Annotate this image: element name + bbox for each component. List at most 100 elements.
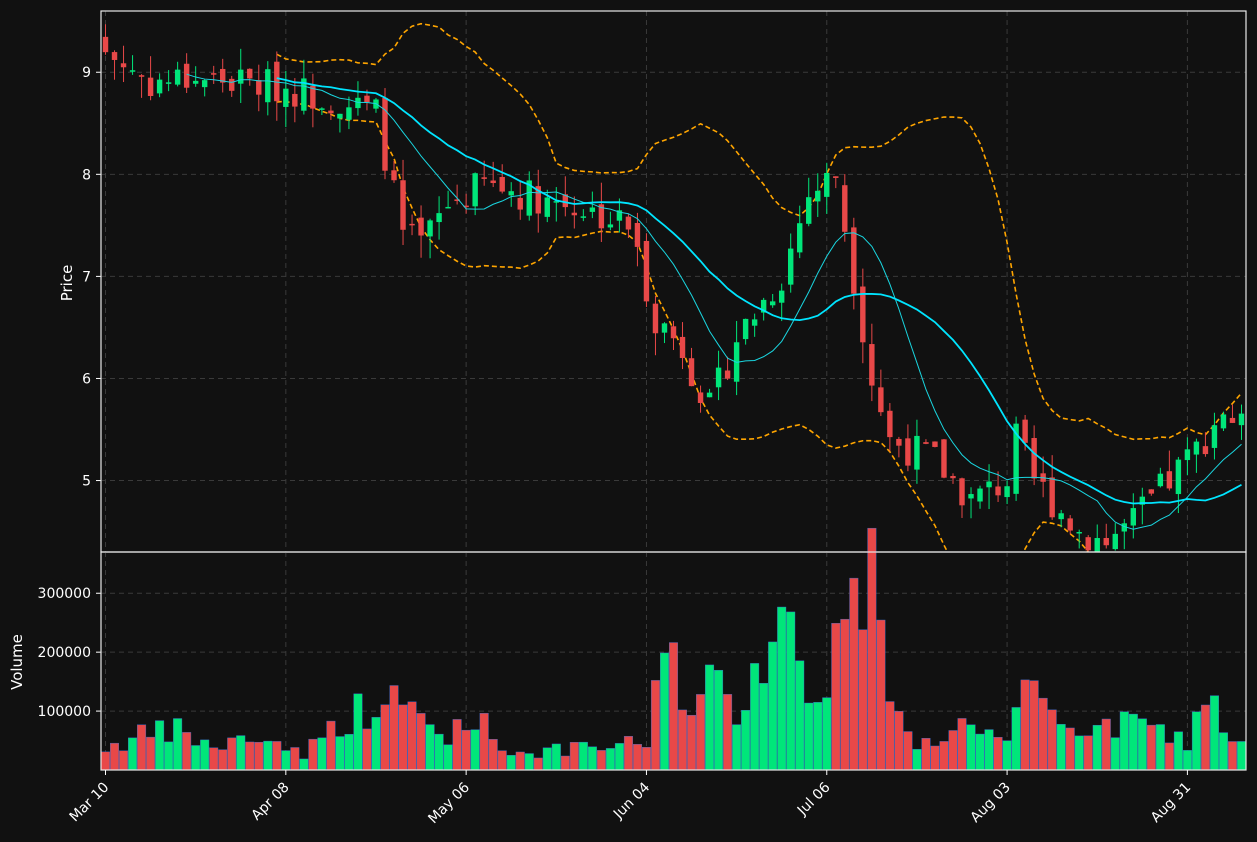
volume-bar (1200, 704, 1210, 771)
candle-body (256, 80, 262, 95)
candle-body (346, 107, 352, 120)
volume-bar (641, 747, 651, 771)
volume-bar (506, 755, 516, 771)
volume-bar (632, 744, 642, 771)
volume-bar (948, 730, 958, 771)
candle-body (364, 95, 370, 103)
candle-body (724, 370, 731, 379)
bollinger-bands (276, 22, 1243, 552)
volume-bar (1209, 695, 1219, 771)
volume-axis-label: Volume (8, 634, 26, 690)
candle-body (1166, 471, 1173, 489)
candle-body (1175, 459, 1182, 495)
candle-body (328, 110, 334, 114)
volume-bar (687, 714, 697, 771)
volume-bar (614, 743, 624, 771)
candle-body (472, 173, 478, 207)
candle-body (409, 223, 415, 226)
volume-bar (110, 742, 120, 771)
price-tick-label: 6 (82, 371, 91, 387)
volume-bar (1119, 711, 1129, 771)
volume-tick-label: 200000 (38, 645, 91, 661)
candle-body (797, 223, 803, 253)
candle-body (120, 63, 127, 68)
candle-body (824, 172, 830, 197)
candle-body (391, 170, 397, 181)
volume-bar (344, 734, 354, 771)
candle-body (634, 222, 641, 247)
volume-bar (551, 743, 561, 771)
volume-bar (434, 733, 444, 771)
candle-body (301, 78, 307, 111)
candle-body (229, 78, 235, 91)
volume-bar (1056, 724, 1066, 771)
candle-body (544, 197, 550, 217)
candle-body (174, 69, 181, 85)
price-tick-label: 5 (82, 474, 91, 490)
candle-body (1004, 486, 1010, 498)
candle-body (697, 392, 704, 403)
volume-bar (488, 739, 498, 771)
volume-bar (317, 737, 327, 771)
volume-bar (966, 724, 976, 771)
candle-body (941, 439, 947, 478)
volume-bar (975, 733, 985, 771)
candle-body (995, 486, 1001, 496)
volume-bar (669, 642, 678, 771)
volume-bar (1083, 735, 1093, 771)
volume-bar (479, 713, 489, 771)
volume-bar (308, 738, 318, 771)
volume-bar (191, 745, 201, 771)
candle-body (788, 248, 794, 285)
volume-bar (515, 751, 525, 771)
volume-bar (1020, 679, 1030, 771)
candle-body (715, 367, 722, 388)
candle-body (111, 52, 118, 60)
candle-body (923, 442, 929, 444)
volume-bar (822, 697, 832, 771)
volume-bar (696, 694, 706, 771)
candle-body (535, 186, 541, 214)
candle-body (508, 191, 514, 196)
candle-body (769, 301, 776, 306)
candle-body (842, 185, 848, 232)
candle-body (201, 80, 208, 88)
price-tick-label: 7 (82, 269, 91, 285)
candle-body (887, 410, 893, 438)
candle-body (1085, 537, 1091, 551)
volume-bar (867, 527, 877, 771)
candle-body (661, 323, 668, 333)
volume-bar (993, 737, 1003, 771)
candle-body (463, 205, 469, 208)
candle-body (950, 475, 956, 479)
volume-bar (173, 718, 183, 771)
volume-bar (741, 710, 751, 771)
volume-bar (903, 731, 913, 771)
candle-body (562, 194, 569, 208)
candle-body (265, 69, 271, 103)
candle-body (445, 206, 451, 209)
candle-body (156, 79, 163, 94)
candle-body (968, 494, 974, 499)
volume-bar (723, 694, 733, 771)
volume-bar (182, 732, 192, 771)
volume-bar (714, 669, 724, 771)
candle-body (183, 63, 190, 88)
volume-bar (804, 702, 814, 771)
candle-body (1220, 414, 1227, 429)
candle-body (1094, 538, 1100, 552)
candle-body (274, 61, 280, 102)
volume-bar (858, 629, 868, 771)
candle-body (1013, 423, 1019, 494)
volume-bar (813, 702, 823, 771)
volume-bar (1191, 711, 1201, 771)
volume-bar (560, 755, 570, 771)
candle-body (192, 80, 199, 84)
candle-body (1157, 473, 1164, 487)
volume-bar (768, 641, 778, 771)
candle-body (616, 210, 623, 221)
candle-body (1148, 489, 1155, 494)
volume-bar (326, 720, 336, 771)
candle-body (1049, 477, 1055, 518)
candle-body (129, 70, 136, 72)
